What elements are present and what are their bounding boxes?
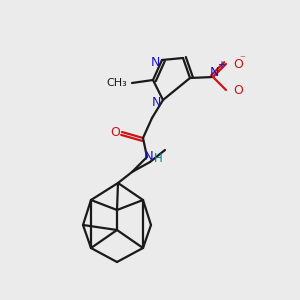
Text: N: N — [209, 67, 219, 80]
Text: O: O — [233, 85, 243, 98]
Text: O: O — [110, 125, 120, 139]
Text: N: N — [150, 56, 160, 68]
Text: CH₃: CH₃ — [106, 78, 127, 88]
Text: N: N — [144, 151, 154, 164]
Text: H: H — [154, 152, 162, 166]
Text: ⁻: ⁻ — [239, 54, 245, 64]
Text: +: + — [217, 60, 225, 70]
Text: N: N — [151, 95, 161, 109]
Text: O: O — [233, 58, 243, 70]
